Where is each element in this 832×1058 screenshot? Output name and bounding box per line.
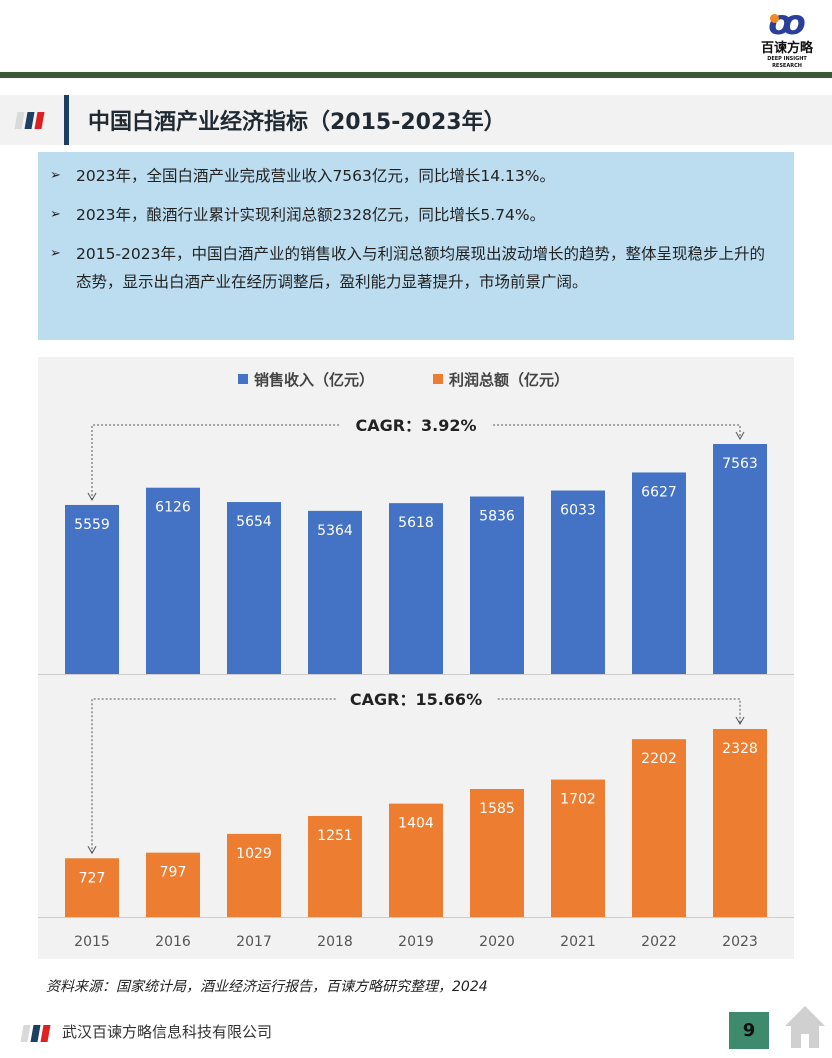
chart-panel: 销售收入（亿元） 利润总额（亿元） 5559 6126 5654 5364 5618 5836… (38, 357, 794, 959)
logo-dot-icon (770, 14, 779, 23)
bar-2015 (65, 504, 119, 674)
company-name: 武汉百谏方略信息科技有限公司 (62, 1023, 273, 1041)
title-bar (0, 95, 832, 145)
bar-2021 (551, 490, 605, 674)
data-label: 1702 (560, 792, 596, 808)
cagr-line (91, 698, 741, 854)
data-label: 6126 (155, 500, 191, 516)
arrow-bullet-icon: ➢ (50, 207, 61, 222)
arrow-bullet-icon: ➢ (50, 168, 61, 183)
bullet-text: 2023年，全国白酒产业完成营业收入7563亿元，同比增长14.13%。 (76, 167, 555, 185)
bar-2017 (227, 502, 281, 674)
bar-2022 (632, 739, 686, 917)
bar-2019 (389, 503, 443, 674)
header-bar (0, 72, 832, 78)
cagr-label-bg (341, 413, 491, 437)
data-label: 1029 (236, 846, 272, 862)
data-label: 5559 (74, 517, 110, 533)
arrow-icon (735, 431, 745, 441)
page-number: 9 (729, 1012, 769, 1049)
cagr-label: CAGR：15.66% (350, 690, 482, 709)
data-label: 1404 (398, 816, 434, 832)
bar-2020 (470, 789, 524, 917)
x-tick-label: 2023 (722, 934, 758, 950)
bullet-item: ➢ 2023年，酿酒行业累计实现利润总额2328亿元，同比增长5.74%。 (50, 201, 776, 229)
bar-2021 (551, 779, 605, 917)
bar-2016 (146, 852, 200, 917)
bullet-item: ➢ 2023年，全国白酒产业完成营业收入7563亿元，同比增长14.13%。 (50, 162, 776, 190)
bar-2023 (713, 444, 767, 674)
data-label: 5618 (398, 515, 434, 531)
arrow-icon (735, 716, 745, 726)
x-tick-label: 2022 (641, 934, 677, 950)
home-icon[interactable] (783, 1004, 827, 1050)
data-label: 6033 (560, 503, 596, 519)
arrow-bullet-icon: ➢ (50, 246, 61, 261)
source-note: 资料来源：国家统计局，酒业经济运行报告，百谏方略研究整理，2024 (46, 979, 488, 995)
bar-2022 (632, 472, 686, 674)
bar-2019 (389, 803, 443, 917)
bullet-text: 2015-2023年，中国白酒产业的销售收入与利润总额均展现出波动增长的趋势，整… (76, 245, 765, 291)
bar-2018 (308, 815, 362, 917)
cagr-line (91, 424, 741, 500)
company-logo: ꝏ 百谏方略 DEEP INSIGHT RESEARCH (752, 4, 822, 70)
cagr-label-bg (336, 687, 496, 711)
legend-label: 利润总额（亿元） (449, 371, 569, 389)
logo-cn: 百谏方略 (760, 41, 813, 56)
page-title: 中国白酒产业经济指标（2015-2023年） (88, 110, 506, 135)
logo-mark-icon: ꝏ (768, 3, 806, 43)
data-label: 6627 (641, 484, 677, 500)
bullet-item: ➢ 2015-2023年，中国白酒产业的销售收入与利润总额均展现出波动增长的趋势，… (50, 240, 776, 296)
arrow-icon (87, 492, 97, 501)
cagr-label: CAGR：3.92% (355, 416, 476, 435)
bar-2023 (713, 729, 767, 917)
x-tick-label: 2018 (317, 934, 353, 950)
bar-2018 (308, 510, 362, 674)
x-tick-label: 2016 (155, 934, 191, 950)
bar-2017 (227, 833, 281, 917)
x-tick-label: 2017 (236, 934, 272, 950)
data-label: 797 (160, 865, 187, 881)
data-label: 1251 (317, 828, 353, 844)
footer-flag-icon (20, 1025, 51, 1042)
bullet-text: 2023年，酿酒行业累计实现利润总额2328亿元，同比增长5.74%。 (76, 206, 546, 224)
title-divider (64, 95, 69, 145)
x-tick-label: 2015 (74, 934, 110, 950)
data-label: 5654 (236, 514, 272, 530)
legend-swatch (433, 374, 443, 384)
legend-label: 销售收入（亿元） (254, 371, 374, 389)
arrow-icon (87, 846, 97, 855)
flag-icon (14, 112, 45, 129)
bar-2020 (470, 496, 524, 674)
data-label: 1585 (479, 801, 515, 817)
data-label: 5836 (479, 509, 515, 525)
legend-swatch (238, 374, 248, 384)
data-label: 5364 (317, 523, 353, 539)
x-tick-label: 2021 (560, 934, 596, 950)
data-label: 727 (79, 870, 106, 886)
x-tick-label: 2019 (398, 934, 434, 950)
data-label: 2202 (641, 751, 677, 767)
summary-box: ➢ 2023年，全国白酒产业完成营业收入7563亿元，同比增长14.13%。 ➢ 2… (38, 152, 794, 340)
x-tick-label: 2020 (479, 934, 515, 950)
logo-en: DEEP INSIGHT RESEARCH (767, 56, 807, 69)
data-label: 2328 (722, 741, 758, 757)
bar-2015 (65, 858, 119, 917)
bar-chart: 销售收入（亿元） 利润总额（亿元） 5559 6126 5654 5364 5618 5836… (38, 371, 794, 950)
data-label: 7563 (722, 456, 758, 472)
bar-2016 (146, 487, 200, 674)
